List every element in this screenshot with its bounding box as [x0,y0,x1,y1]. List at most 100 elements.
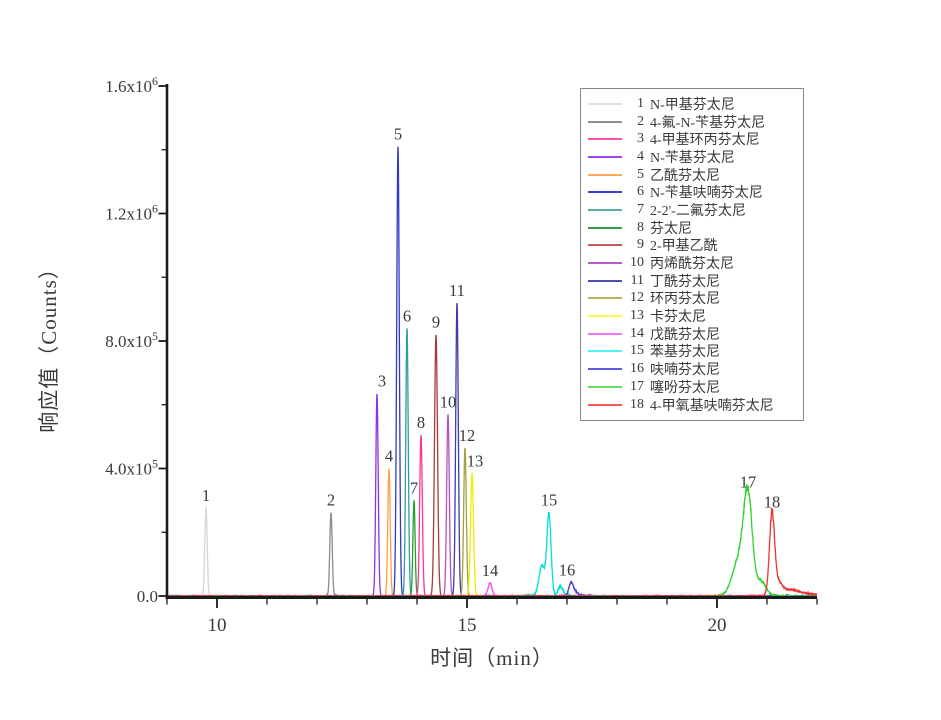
legend-item: 8 芬太尼 [581,219,803,237]
legend-item-number: 1 [637,95,644,111]
legend-color-line [588,138,622,141]
y-axis-title: 响应值（Counts） [37,257,61,433]
legend-item-label: 丙烯酰芬太尼 [650,257,734,273]
legend-box: 1 N-甲基芬太尼 2 4-氟-N-苄基芬太尼 3 4-甲基环丙芬太尼 4 N-苄基芬太尼 5 乙… [580,88,804,421]
legend-item-number: 10 [630,255,644,271]
peak-number-label: 16 [559,561,576,580]
legend-item-number: 14 [630,325,644,341]
peak-number-label: 11 [449,281,465,300]
peak-number-label: 5 [394,125,402,144]
peak-number-label: 8 [417,413,425,432]
legend-color-line [588,403,622,406]
legend-color-line [588,155,622,158]
legend-item-number: 4 [637,148,644,164]
legend-item-label: 卡芬太尼 [650,310,706,326]
peak-number-label: 12 [459,426,476,445]
legend-item-label: 呋喃芬太尼 [650,363,720,379]
legend-item-label: 环丙芬太尼 [650,292,720,308]
legend-item-label: 4-甲基环丙芬太尼 [650,133,760,149]
trace-15-line [166,511,817,599]
legend-item: 10 丙烯酰芬太尼 [581,254,803,272]
legend-color-line [588,191,622,194]
legend-item-label: N-苄基芬太尼 [650,150,735,166]
legend-item: 18 4-甲氧基呋喃芬太尼 [581,396,803,414]
trace-1-line [166,505,816,598]
legend-item: 6 N-苄基呋喃芬太尼 [581,183,803,201]
peak-number-label: 10 [440,392,457,411]
legend-item-number: 3 [637,131,644,147]
legend-color-line [588,262,622,265]
legend-item-label: 乙酰芬太尼 [650,168,720,184]
legend-item: 4 N-苄基芬太尼 [581,148,803,166]
legend-color-line [588,173,622,176]
legend-item-label: 戊酰芬太尼 [650,327,720,343]
peak-number-label: 1 [202,486,210,505]
peak-number-label: 15 [541,490,558,509]
legend-color-line [588,385,622,388]
legend-item-label: 芬太尼 [650,221,692,237]
legend-item: 16 呋喃芬太尼 [581,360,803,378]
legend-color-line [588,120,622,123]
legend-color-line [588,297,622,300]
peak-number-label: 13 [467,451,484,470]
legend-color-line [588,332,622,335]
peak-number-label: 14 [482,561,499,580]
peak-number-label: 17 [740,473,757,492]
x-tick-label: 10 [208,615,227,636]
legend-item-number: 11 [630,272,644,288]
legend-item: 12 环丙芬太尼 [581,290,803,308]
legend-item-number: 15 [630,343,644,359]
legend-item-number: 12 [630,290,644,306]
x-tick-label: 15 [458,615,477,636]
trace-2-line [166,512,817,599]
legend-color-line [588,368,622,371]
legend-color-line [588,208,622,211]
legend-color-line [588,244,622,247]
legend-item-number: 2 [637,113,644,129]
legend-item-number: 9 [637,237,644,253]
legend-item-number: 5 [637,166,644,182]
legend-color-line [588,279,622,282]
legend-item: 3 4-甲基环丙芬太尼 [581,130,803,148]
x-tick-label: 20 [708,615,727,636]
legend-item-label: 2-甲基乙酰 [650,239,718,255]
legend-item-label: 4-氟-N-苄基芬太尼 [650,115,766,131]
legend-item-number: 13 [630,308,644,324]
legend-item: 17 噻吩芬太尼 [581,378,803,396]
peak-number-label: 4 [385,447,393,466]
trace-14-line [167,581,816,598]
legend-item-number: 7 [637,201,644,217]
y-tick-label: 0.0 [137,587,158,606]
legend-color-line [588,226,622,229]
y-tick-label: 8.0x105 [105,329,158,351]
legend-item: 1 N-甲基芬太尼 [581,95,803,113]
peak-number-label: 9 [432,313,440,332]
legend-item: 11 丁酰芬太尼 [581,272,803,290]
legend-item-label: 苯基芬太尼 [650,345,720,361]
legend-item: 13 卡芬太尼 [581,307,803,325]
legend-item-label: 2-2'-二氟芬太尼 [650,203,746,219]
legend-item: 14 戊酰芬太尼 [581,325,803,343]
legend-item: 2 4-氟-N-苄基芬太尼 [581,113,803,131]
peak-number-label: 2 [327,490,335,509]
legend-item: 15 苯基芬太尼 [581,343,803,361]
y-tick-label: 4.0x105 [105,457,158,479]
legend-item-number: 18 [630,396,644,412]
peak-number-label: 7 [410,478,418,497]
peak-number-label: 3 [378,372,386,391]
legend-item-label: 噻吩芬太尼 [650,380,720,396]
legend-item-number: 17 [630,378,644,394]
legend-item: 5 乙酰芬太尼 [581,166,803,184]
y-tick-label: 1.2x106 [105,202,158,224]
legend-color-line [588,315,622,318]
legend-item: 9 2-甲基乙酰 [581,237,803,255]
trace-18-line [166,507,818,598]
legend-item-label: 4-甲氧基呋喃芬太尼 [650,398,774,414]
legend-color-line [588,350,622,353]
legend-item-number: 16 [630,361,644,377]
trace-7-line [166,500,816,597]
legend-color-line [588,102,622,105]
x-axis-title: 时间（min） [430,646,554,670]
